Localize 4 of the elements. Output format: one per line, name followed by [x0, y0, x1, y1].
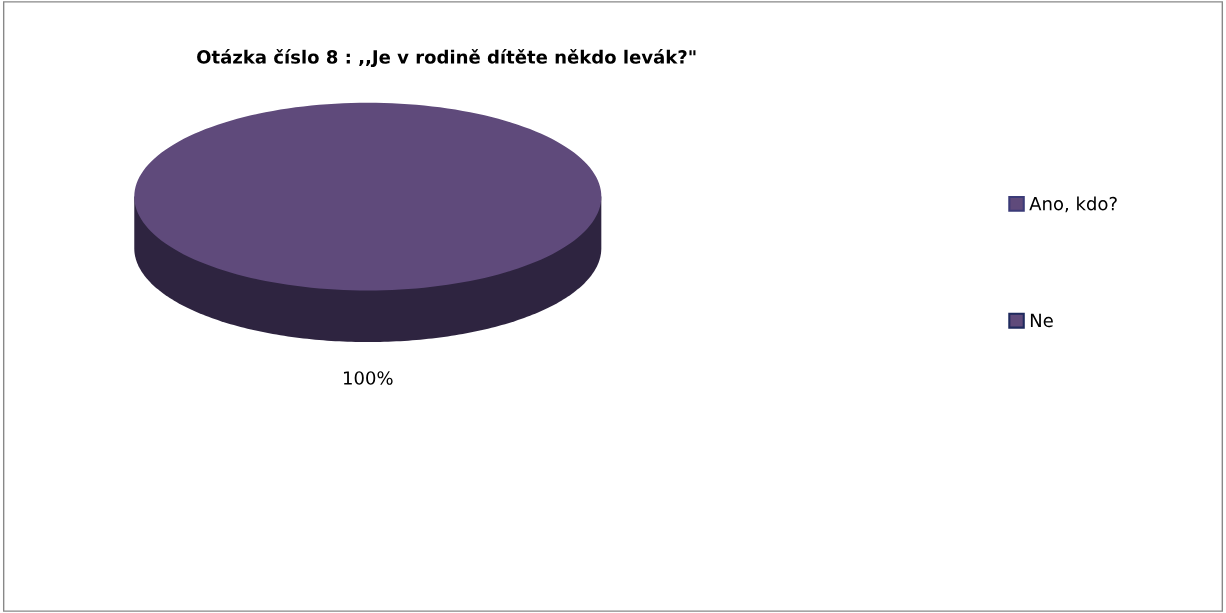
data-label: 100% — [343, 371, 393, 385]
legend-label: Ano, kdo? — [1029, 196, 1117, 213]
legend-label: Ne — [1030, 313, 1053, 328]
chart-title: Otázka číslo 8 : ,,Je v rodině dítěte někdo levák?" — [197, 49, 696, 68]
